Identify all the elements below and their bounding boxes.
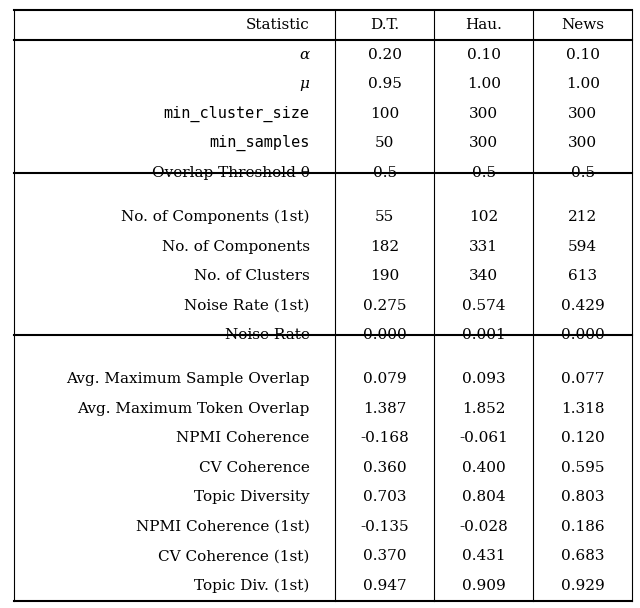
Text: 0.120: 0.120 [561,431,605,445]
Text: 190: 190 [370,269,399,283]
Text: min_cluster_size: min_cluster_size [164,106,310,122]
Text: Topic Div. (1st): Topic Div. (1st) [195,579,310,593]
Text: 0.10: 0.10 [467,47,501,62]
Text: 331: 331 [469,240,499,254]
Text: 300: 300 [568,107,597,121]
Text: 55: 55 [375,210,394,224]
Text: 212: 212 [568,210,597,224]
Text: 0.909: 0.909 [462,579,506,593]
Text: -0.028: -0.028 [460,520,508,534]
Text: 0.703: 0.703 [363,490,406,504]
Text: 0.947: 0.947 [363,579,406,593]
Text: min_samples: min_samples [209,135,310,151]
Text: Avg. Maximum Token Overlap: Avg. Maximum Token Overlap [77,402,310,416]
Text: 1.00: 1.00 [467,77,501,91]
Text: 102: 102 [469,210,499,224]
Text: No. of Clusters: No. of Clusters [194,269,310,283]
Text: 0.400: 0.400 [462,461,506,475]
Text: NPMI Coherence: NPMI Coherence [176,431,310,445]
Text: -0.061: -0.061 [460,431,508,445]
Text: 1.318: 1.318 [561,402,605,416]
Text: -0.168: -0.168 [360,431,409,445]
Text: 0.929: 0.929 [561,579,605,593]
Text: 1.852: 1.852 [462,402,506,416]
Text: 100: 100 [370,107,399,121]
Text: News: News [561,18,604,32]
Text: 0.186: 0.186 [561,520,605,534]
Text: 0.093: 0.093 [462,372,506,386]
Text: 0.595: 0.595 [561,461,605,475]
Text: 0.5: 0.5 [571,166,595,180]
Text: 0.001: 0.001 [462,328,506,342]
Text: 0.000: 0.000 [363,328,407,342]
Text: No. of Components (1st): No. of Components (1st) [121,210,310,224]
Text: 340: 340 [469,269,499,283]
Text: 1.00: 1.00 [566,77,600,91]
Text: 0.804: 0.804 [462,490,506,504]
Text: 0.5: 0.5 [472,166,496,180]
Text: 0.5: 0.5 [372,166,397,180]
Text: Noise Rate (1st): Noise Rate (1st) [184,299,310,313]
Text: 0.370: 0.370 [363,549,406,563]
Text: CV Coherence (1st): CV Coherence (1st) [158,549,310,563]
Text: Topic Diversity: Topic Diversity [194,490,310,504]
Text: 300: 300 [469,136,499,150]
Text: 50: 50 [375,136,394,150]
Text: 0.683: 0.683 [561,549,605,563]
Text: 1.387: 1.387 [363,402,406,416]
Text: 0.431: 0.431 [462,549,506,563]
Text: Statistic: Statistic [246,18,310,32]
Text: α: α [300,47,310,62]
Text: CV Coherence: CV Coherence [199,461,310,475]
Text: 0.20: 0.20 [368,47,402,62]
Text: μ: μ [300,77,310,91]
Text: 300: 300 [469,107,499,121]
Text: 0.803: 0.803 [561,490,605,504]
Text: 0.574: 0.574 [462,299,506,313]
Text: 0.360: 0.360 [363,461,406,475]
Text: 613: 613 [568,269,597,283]
Text: 0.95: 0.95 [368,77,402,91]
Text: 0.000: 0.000 [561,328,605,342]
Text: 594: 594 [568,240,597,254]
Text: 0.079: 0.079 [363,372,406,386]
Text: 0.10: 0.10 [566,47,600,62]
Text: 0.077: 0.077 [561,372,605,386]
Text: No. of Components: No. of Components [162,240,310,254]
Text: Overlap Threshold θ: Overlap Threshold θ [152,166,310,180]
Text: Noise Rate: Noise Rate [225,328,310,342]
Text: 182: 182 [371,240,399,254]
Text: 0.275: 0.275 [363,299,406,313]
Text: NPMI Coherence (1st): NPMI Coherence (1st) [136,520,310,534]
Text: -0.135: -0.135 [360,520,409,534]
Text: D.T.: D.T. [371,18,399,32]
Text: 0.429: 0.429 [561,299,605,313]
Text: 300: 300 [568,136,597,150]
Text: Avg. Maximum Sample Overlap: Avg. Maximum Sample Overlap [66,372,310,386]
Text: Hau.: Hau. [465,18,502,32]
